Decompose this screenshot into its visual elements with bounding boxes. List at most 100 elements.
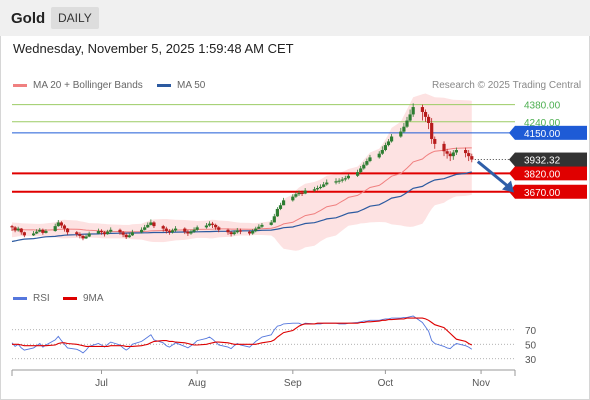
candle [38, 227, 42, 233]
candle [278, 202, 283, 211]
candle-body [19, 228, 23, 233]
candle-body [300, 192, 304, 194]
candle-body [13, 227, 17, 231]
candle [315, 185, 320, 191]
candle [402, 123, 406, 133]
candle [411, 103, 415, 117]
candle-body [423, 111, 428, 117]
candle-body [195, 227, 199, 230]
candle [269, 219, 273, 226]
candle [325, 179, 329, 186]
candle [118, 228, 122, 235]
level-label-pointer-2 [509, 125, 515, 140]
candle [420, 104, 425, 121]
candle [467, 150, 471, 162]
candle-body [149, 222, 153, 225]
candle [41, 228, 45, 235]
candle-body [297, 192, 301, 195]
rsi-tick-label-0: 70 [525, 326, 537, 337]
candle-body [251, 231, 255, 234]
candle-body [99, 231, 104, 233]
candle [161, 224, 165, 232]
candle [130, 229, 134, 236]
candle [445, 148, 449, 159]
candle [368, 154, 372, 163]
candle [210, 221, 215, 228]
candle [75, 231, 79, 237]
candle [106, 229, 110, 235]
candle [312, 186, 317, 192]
candle-body [164, 228, 168, 232]
candle-body [291, 196, 295, 201]
candle-body [343, 178, 347, 180]
candle-body [56, 222, 60, 227]
time-tick-label-3: Oct [378, 378, 394, 389]
candle [149, 219, 153, 226]
candle-body [152, 222, 156, 227]
bearish-arrow-head [502, 180, 514, 193]
candle [84, 234, 88, 240]
legend-bollinger-label: MA 20 + Bollinger Bands [33, 80, 143, 91]
candle [399, 127, 403, 138]
candle [127, 233, 131, 238]
time-tick-label-0: Jul [95, 378, 108, 389]
candle-body [124, 234, 128, 238]
candle-body [232, 232, 236, 235]
candle-body [44, 231, 48, 233]
candle [140, 227, 144, 234]
candle-body [78, 234, 82, 236]
candle [257, 224, 261, 230]
candle [238, 228, 242, 235]
legend-rsi: RSI [13, 293, 50, 304]
candle [322, 181, 326, 188]
candle-body [167, 231, 171, 233]
level-label-pointer-3 [509, 166, 515, 181]
instrument-title: Gold [11, 10, 46, 27]
candle-body [41, 229, 45, 233]
candle-body [430, 123, 434, 139]
candle-body [420, 107, 425, 112]
candle [214, 223, 218, 230]
level-label-2: 4150.00 [524, 129, 561, 140]
rsi-line [11, 315, 473, 354]
candle-body [325, 182, 329, 185]
candle-body [217, 227, 221, 230]
candle [59, 221, 63, 228]
period-badge[interactable]: DAILY [51, 7, 99, 29]
candle-body [451, 152, 455, 157]
candle-body [186, 231, 190, 234]
candle-body [118, 229, 122, 233]
candle-body [248, 231, 252, 234]
candle [442, 141, 446, 157]
candle [377, 151, 381, 159]
candle [44, 229, 48, 234]
candle-body [226, 229, 230, 233]
candle [448, 151, 452, 162]
candle-body [340, 179, 344, 181]
candle-body [127, 235, 131, 238]
candle [189, 229, 193, 235]
candle [62, 224, 67, 232]
candle-body [214, 224, 218, 228]
candle [109, 227, 113, 233]
bearish-arrow-shaft [476, 160, 508, 187]
rsi-tick-label-1: 50 [525, 340, 537, 351]
time-tick-label-4: Nov [472, 378, 490, 389]
legend-bollinger: MA 20 + Bollinger Bands [13, 80, 143, 91]
candle [13, 226, 17, 233]
candle [207, 221, 212, 227]
candle [173, 226, 178, 232]
candle-body [189, 231, 193, 234]
candle [408, 109, 412, 122]
candle-body [75, 232, 79, 235]
legend-bollinger-swatch [13, 84, 27, 87]
candle [32, 231, 36, 236]
candle-body [362, 164, 366, 169]
legend-ma50-swatch [157, 84, 171, 87]
candle [186, 229, 190, 236]
candle [260, 223, 264, 228]
candle-body [318, 186, 323, 189]
candle [386, 138, 391, 147]
candle [56, 219, 60, 227]
legend-rsi-ma-swatch [63, 297, 77, 300]
